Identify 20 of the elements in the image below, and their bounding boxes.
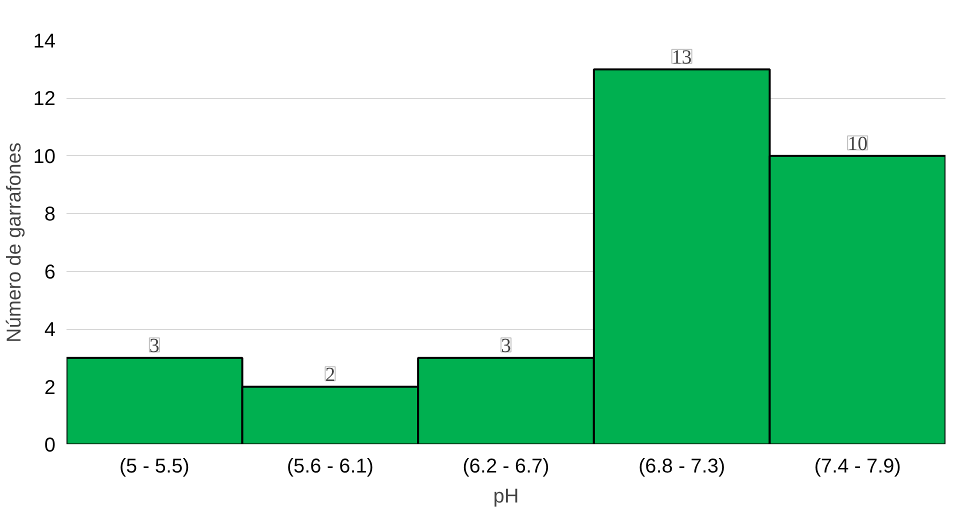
y-axis-title: Número de garrafones — [3, 142, 26, 343]
data-label: 13 — [672, 46, 692, 68]
y-tick-label: 6 — [44, 261, 56, 284]
y-tick-label: 2 — [44, 376, 56, 399]
y-tick-label: 0 — [44, 434, 56, 456]
x-tick-label: (5 - 5.5) — [119, 456, 190, 478]
y-tick-label: 4 — [44, 319, 56, 342]
x-tick-label: (5.6 - 6.1) — [286, 456, 374, 478]
y-tick-label: 10 — [33, 146, 56, 168]
data-label: 2 — [325, 364, 336, 386]
x-tick-label: (6.8 - 7.3) — [638, 456, 726, 478]
y-tick-label: 8 — [44, 204, 56, 226]
x-tick-label: (6.2 - 6.7) — [462, 456, 550, 478]
data-label: 3 — [501, 334, 511, 357]
x-axis-title: pH — [493, 486, 519, 508]
y-tick-label: 14 — [33, 30, 56, 52]
y-tick-label: 12 — [33, 88, 56, 110]
data-label: 3 — [149, 334, 160, 357]
data-label: 10 — [848, 132, 868, 155]
x-tick-label: (7.4 - 7.9) — [814, 456, 901, 478]
